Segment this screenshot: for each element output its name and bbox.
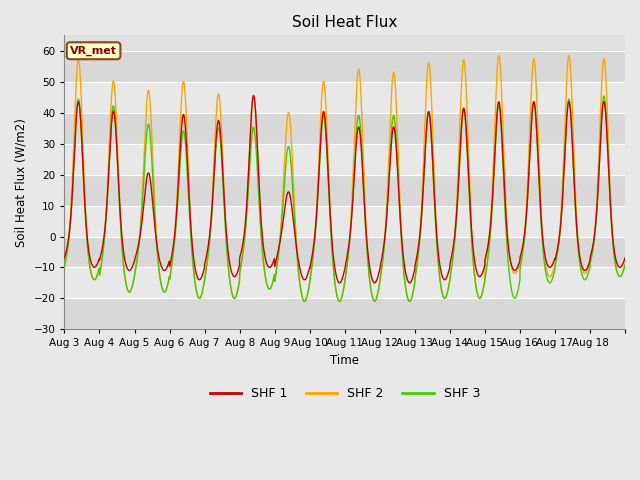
Y-axis label: Soil Heat Flux (W/m2): Soil Heat Flux (W/m2) [15,118,28,247]
Bar [65,51,625,82]
Title: Soil Heat Flux: Soil Heat Flux [292,15,397,30]
Bar [65,175,625,205]
Bar [65,267,625,299]
X-axis label: Time: Time [330,354,359,367]
Bar [65,113,625,144]
Bar [65,82,625,113]
Bar [65,299,625,329]
Legend: SHF 1, SHF 2, SHF 3: SHF 1, SHF 2, SHF 3 [205,383,485,406]
Text: VR_met: VR_met [70,46,117,56]
Bar [65,144,625,175]
Bar [65,205,625,237]
Bar [65,237,625,267]
